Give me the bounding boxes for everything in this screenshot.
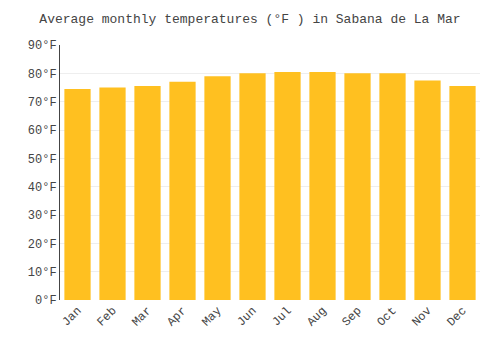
svg-text:10°F: 10°F [28,266,57,280]
svg-text:50°F: 50°F [28,153,57,167]
svg-text:Sep: Sep [339,304,364,329]
svg-text:40°F: 40°F [28,181,57,195]
svg-text:70°F: 70°F [28,96,57,110]
svg-text:Aug: Aug [304,304,329,329]
svg-text:Apr: Apr [164,304,189,329]
svg-text:Oct: Oct [374,304,399,329]
svg-text:30°F: 30°F [28,209,57,223]
svg-text:May: May [199,304,224,329]
svg-text:0°F: 0°F [35,294,57,308]
svg-text:Average monthly temperatures (: Average monthly temperatures (°F ) in Sa… [39,12,460,27]
svg-text:Jan: Jan [59,304,84,329]
svg-text:Nov: Nov [409,304,434,329]
svg-text:90°F: 90°F [28,39,57,53]
svg-text:Feb: Feb [94,304,119,329]
svg-text:60°F: 60°F [28,124,57,138]
svg-text:Jul: Jul [269,304,294,329]
svg-text:80°F: 80°F [28,68,57,82]
svg-text:20°F: 20°F [28,238,57,252]
svg-text:Mar: Mar [129,304,154,329]
svg-text:Jun: Jun [234,304,259,329]
svg-text:Dec: Dec [444,304,469,329]
